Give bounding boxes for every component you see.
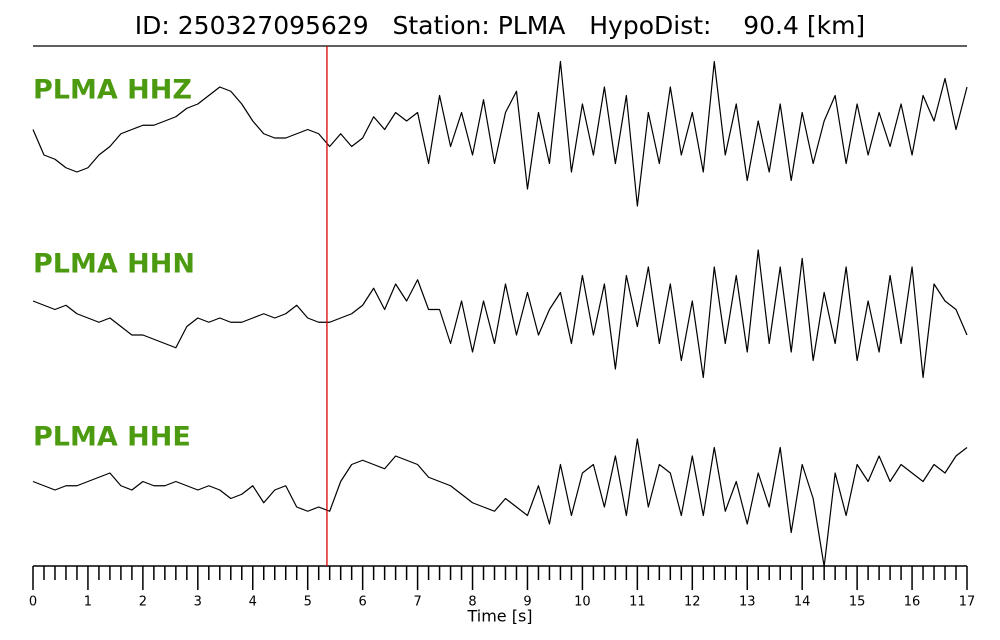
x-tick-label: 14 xyxy=(794,595,811,610)
x-tick-label: 1 xyxy=(84,595,92,610)
trace-label: PLMA HHZ xyxy=(33,75,192,106)
waveform xyxy=(32,249,968,379)
waveform xyxy=(32,60,968,207)
x-tick-label: 0 xyxy=(29,595,37,610)
trace-label: PLMA HHE xyxy=(33,422,191,453)
x-tick-label: 9 xyxy=(523,595,531,610)
x-tick-label: 7 xyxy=(413,595,421,610)
x-tick-label: 17 xyxy=(959,595,976,610)
x-tick-label: 5 xyxy=(304,595,312,610)
x-tick-label: 16 xyxy=(904,595,921,610)
waveform xyxy=(32,438,968,568)
x-tick-label: 2 xyxy=(139,595,147,610)
x-tick-label: 10 xyxy=(574,595,591,610)
x-tick-label: 3 xyxy=(194,595,202,610)
x-tick-label: 4 xyxy=(249,595,257,610)
x-tick-label: 15 xyxy=(849,595,866,610)
x-tick-label: 13 xyxy=(739,595,756,610)
trace-label: PLMA HHN xyxy=(33,249,195,280)
x-tick-label: 6 xyxy=(359,595,367,610)
x-tick-label: 11 xyxy=(629,595,646,610)
x-tick-label: 8 xyxy=(468,595,476,610)
x-tick-label: 12 xyxy=(684,595,701,610)
chart-title: ID: 250327095629 Station: PLMA HypoDist:… xyxy=(135,11,865,40)
x-axis-label: Time [s] xyxy=(466,607,532,626)
